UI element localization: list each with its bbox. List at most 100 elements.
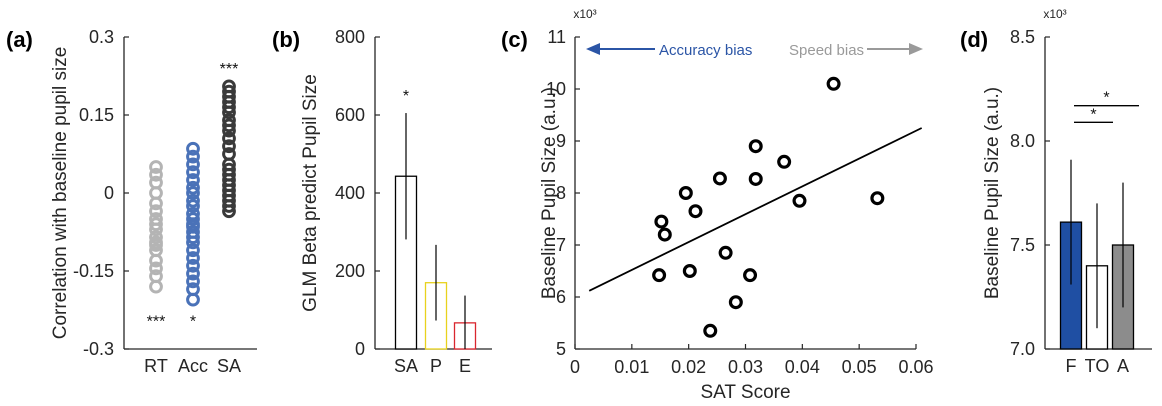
x-tick-label: F [1066,356,1077,376]
data-point [222,100,236,115]
x-tick-label: 0.04 [785,357,820,377]
data-point [186,292,200,307]
data-point [186,199,200,213]
panel-label: (a) [6,27,33,52]
data-point [186,186,200,200]
data-point [149,230,163,245]
data-point [792,193,807,208]
a-y-tick-label: -0.3 [83,339,114,359]
data-point [186,149,200,164]
data-point [748,139,763,154]
y-multiplier: x10³ [573,7,596,21]
c-y-tick-label: 5 [556,339,566,359]
data-point [743,268,758,283]
data-point [149,279,163,294]
data-point [186,230,200,245]
x-tick-label: 0.05 [842,357,877,377]
a-y-tick-label: 0.3 [89,27,114,47]
significance-marker: * [190,313,196,330]
x-tick-label: SA [217,356,241,376]
data-point [186,243,200,258]
y-axis-label: GLM Beta predict Pupil Size [300,74,321,312]
a-y-tick-label: 0.15 [79,105,114,125]
accuracy-bias-arrowhead [586,43,600,55]
data-point [222,105,236,120]
c-y-tick-label: 7 [556,235,566,255]
b-y-tick-label: 400 [335,183,365,203]
data-point [186,235,200,250]
data-point [149,160,163,174]
data-point [777,154,792,169]
data-point [222,131,236,146]
data-point [186,157,200,172]
data-point [682,264,697,279]
a-y-tick-label: 0 [104,183,114,203]
y-axis-label: Correlation with baseline pupil size [50,47,71,340]
data-point [149,253,163,268]
data-point [654,214,669,229]
significance-marker: *** [220,61,239,78]
x-tick-label: P [430,356,442,376]
data-point [186,258,200,273]
data-point [222,139,236,154]
x-axis-label: SAT Score [700,382,790,403]
data-point [149,238,163,252]
x-tick-label: SA [394,356,418,376]
y-axis-label: Baseline Pupil Size (a.u.) [982,87,1003,299]
x-tick-label: 0.01 [614,357,649,377]
data-point [688,204,703,219]
data-point [222,204,236,219]
data-point [149,167,163,182]
data-point [678,186,693,201]
c-y-tick-label: 10 [546,79,566,99]
data-point [186,193,200,208]
data-point [657,227,672,242]
data-point [186,266,200,281]
x-tick-label: 0.06 [898,357,933,377]
significance-marker: * [1103,90,1109,107]
d-y-tick-label: 7.0 [1010,339,1035,359]
b-y-tick-label: 200 [335,261,365,281]
data-point [149,222,163,237]
panel-d: (d) Baseline Pupil Size (a.u.) x10³ 7.0 7.5 8… [960,7,1152,376]
d-y-tick-label: 8.5 [1010,27,1035,47]
data-point [712,171,727,186]
y-axis-label: Baseline Pupil Size (a.u.) [539,87,560,299]
x-tick-label: E [459,356,471,376]
significance-marker: *** [147,313,166,330]
x-tick-label: 0.03 [728,357,763,377]
c-y-tick-label: 11 [547,27,566,47]
y-multiplier: x10³ [1043,7,1066,21]
panel-label: (c) [501,27,528,52]
panel-c: (c) Baseline Pupil Size (a.u.) SAT Score x1… [501,7,934,403]
x-tick-label: RT [144,356,168,376]
data-point [149,217,163,232]
accuracy-bias-label: Accuracy bias [659,42,752,59]
data-point [149,204,163,219]
data-point [652,268,667,283]
d-y-tick-label: 7.5 [1010,235,1035,255]
b-y-tick-label: 800 [335,27,365,47]
data-point [186,165,200,180]
b-y-tick-label: 0 [355,339,365,359]
b-y-tick-label: 600 [335,105,365,125]
data-point [870,191,885,206]
data-point [186,212,200,226]
data-point [222,123,236,138]
panel-b: (b) GLM Beta predict Pupil Size 0 200 400 600… [272,27,492,376]
data-point [186,251,200,265]
panel-label: (d) [960,27,988,52]
panel-label: (b) [272,27,300,52]
x-tick-label: TO [1085,356,1110,376]
x-tick-label: Acc [178,356,208,376]
x-tick-label: A [1117,356,1129,376]
a-y-tick-label: -0.15 [73,261,114,281]
speed-bias-arrowhead [909,43,923,55]
d-y-tick-label: 8.0 [1010,131,1035,151]
data-point [186,141,200,156]
c-y-tick-label: 8 [556,183,566,203]
data-point [718,245,733,260]
significance-marker: * [403,88,409,105]
x-tick-label: 0 [570,357,580,377]
